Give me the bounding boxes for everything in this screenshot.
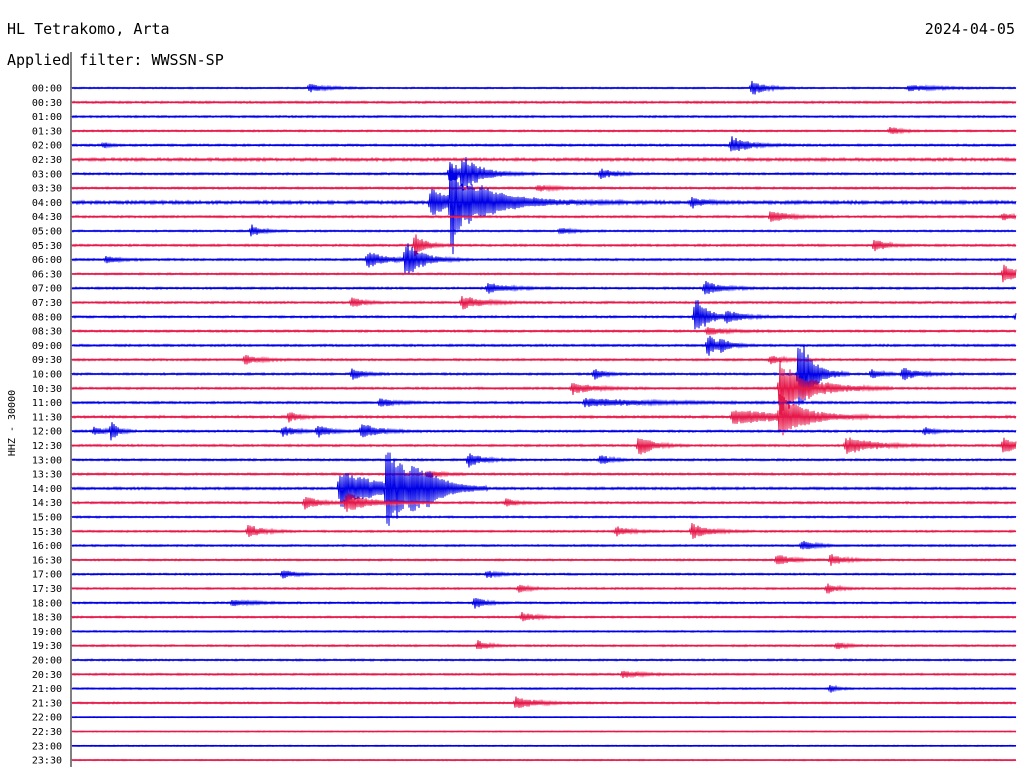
time-tick-label: 09:00 bbox=[32, 341, 62, 352]
time-tick-label: 18:00 bbox=[32, 598, 62, 609]
station-title: HL Tetrakomo, Arta bbox=[7, 20, 170, 38]
trace-line bbox=[71, 136, 1017, 152]
time-tick-label: 22:30 bbox=[32, 727, 62, 738]
time-tick-label: 02:30 bbox=[32, 155, 62, 166]
time-tick-label: 01:30 bbox=[32, 126, 62, 137]
time-tick-label: 19:30 bbox=[32, 641, 62, 652]
time-tick-label: 15:00 bbox=[32, 513, 62, 524]
time-tick-label: 17:00 bbox=[32, 570, 62, 581]
time-tick-label: 02:00 bbox=[32, 141, 62, 152]
time-tick-label: 20:30 bbox=[32, 670, 62, 681]
time-tick-label: 04:00 bbox=[32, 198, 62, 209]
time-tick-label: 15:30 bbox=[32, 527, 62, 538]
time-tick-label: 07:30 bbox=[32, 298, 62, 309]
time-tick-label: 11:00 bbox=[32, 398, 62, 409]
time-tick-label: 16:00 bbox=[32, 541, 62, 552]
time-tick-label: 11:30 bbox=[32, 412, 62, 423]
time-tick-label: 03:00 bbox=[32, 169, 62, 180]
time-tick-label: 05:30 bbox=[32, 241, 62, 252]
time-tick-label: 10:00 bbox=[32, 370, 62, 381]
time-tick-label: 22:00 bbox=[32, 713, 62, 724]
time-tick-label: 19:00 bbox=[32, 627, 62, 638]
time-tick-label: 23:00 bbox=[32, 741, 62, 752]
time-tick-label: 16:30 bbox=[32, 555, 62, 566]
date-label: 2024-04-05 bbox=[924, 20, 1015, 38]
time-tick-label: 20:00 bbox=[32, 656, 62, 667]
time-tick-label: 06:00 bbox=[32, 255, 62, 266]
time-tick-label: 23:30 bbox=[32, 756, 62, 767]
time-tick-label: 18:30 bbox=[32, 613, 62, 624]
time-tick-label: 01:00 bbox=[32, 112, 62, 123]
trace-line bbox=[71, 640, 1017, 650]
time-tick-label: 13:00 bbox=[32, 455, 62, 466]
time-tick-label: 05:00 bbox=[32, 227, 62, 238]
time-tick-label: 00:00 bbox=[32, 84, 62, 95]
trace-line bbox=[71, 300, 1017, 330]
y-axis-label: HHZ - 30000 bbox=[7, 390, 18, 456]
time-tick-label: 13:30 bbox=[32, 470, 62, 481]
time-tick-label: 03:30 bbox=[32, 184, 62, 195]
time-tick-label: 17:30 bbox=[32, 584, 62, 595]
time-tick-label: 00:30 bbox=[32, 98, 62, 109]
trace-line bbox=[71, 360, 1017, 415]
trace-line bbox=[71, 344, 1017, 406]
time-tick-label: 10:30 bbox=[32, 384, 62, 395]
time-tick-label: 08:00 bbox=[32, 312, 62, 323]
time-tick-label: 12:30 bbox=[32, 441, 62, 452]
time-tick-label: 12:00 bbox=[32, 427, 62, 438]
time-tick-label: 14:30 bbox=[32, 498, 62, 509]
time-tick-label: 14:00 bbox=[32, 484, 62, 495]
time-tick-label: 08:30 bbox=[32, 327, 62, 338]
trace-line bbox=[71, 394, 1017, 436]
time-tick-label: 06:30 bbox=[32, 269, 62, 280]
time-tick-label: 21:30 bbox=[32, 698, 62, 709]
time-tick-label: 21:00 bbox=[32, 684, 62, 695]
trace-line bbox=[71, 452, 1017, 526]
filter-label: Applied filter: WWSSN-SP bbox=[7, 51, 224, 69]
time-tick-label: 09:30 bbox=[32, 355, 62, 366]
time-tick-label: 07:00 bbox=[32, 284, 62, 295]
time-tick-label: 04:30 bbox=[32, 212, 62, 223]
time-tick-labels: 00:00 00:30 01:00 01:30 02:00 02:30 03:00 03:30… bbox=[32, 84, 62, 767]
trace-group bbox=[71, 80, 1017, 762]
